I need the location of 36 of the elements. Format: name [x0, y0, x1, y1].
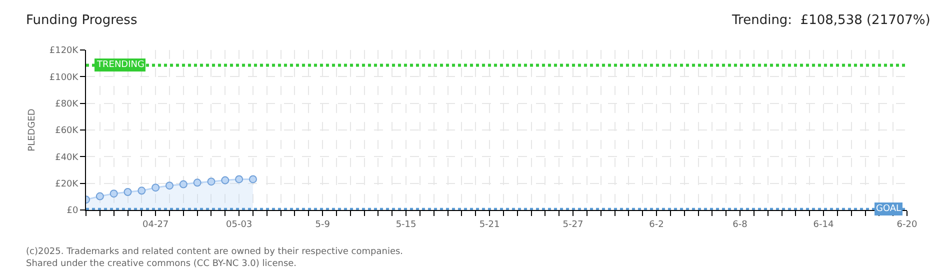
x-tick-label: 6-20 [896, 220, 918, 230]
y-tick-label: £20K [55, 179, 80, 190]
y-tick-label: £40K [55, 152, 80, 163]
ref-line-label: GOAL [876, 204, 902, 214]
point [248, 175, 257, 184]
point [96, 192, 104, 200]
x-tick-label: 6-8 [732, 220, 748, 230]
y-tick-label: £100K [49, 72, 80, 83]
point [152, 184, 160, 192]
chart-subtitle: Trending: £108,538 (21707%) [731, 13, 930, 28]
text: (c)2025. Trademarks and related content are owned by their respective companies. [26, 247, 404, 257]
chart-title: Funding Progress [26, 13, 138, 28]
x-tick-label: 5-9 [315, 220, 330, 230]
ref-line-label: TRENDING [96, 60, 144, 70]
x-tick-label: 5-15 [396, 220, 416, 230]
point [207, 178, 216, 186]
y-tick-label: £60K [55, 126, 80, 136]
x-tick-label: 5-27 [562, 220, 584, 230]
x-tick-label: 6-14 [813, 220, 834, 230]
text: Shared under the creative commons (CC BY-NC 3.0) license. [26, 259, 297, 269]
y-tick-label: £0 [66, 206, 78, 216]
y-axis-title: PLEDGED [28, 108, 38, 152]
point [110, 190, 118, 198]
y-tick-label: £120K [49, 46, 80, 56]
point [138, 186, 146, 195]
point [221, 176, 230, 184]
point [165, 182, 174, 190]
x-tick-label: 5-21 [479, 220, 500, 230]
point [124, 188, 132, 196]
point [235, 175, 244, 184]
point [179, 180, 188, 188]
x-tick-label: 04-27 [142, 220, 169, 230]
x-tick-label: 05-03 [226, 220, 252, 230]
point [193, 178, 202, 187]
x-tick-label: 6-2 [649, 220, 664, 230]
y-tick-label: £80K [55, 99, 80, 110]
